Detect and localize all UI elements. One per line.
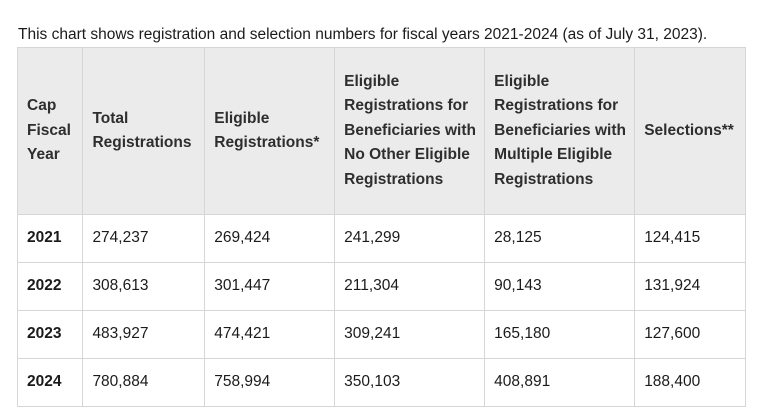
table-row: 2024 780,884 758,994 350,103 408,891 188… bbox=[16, 358, 746, 407]
cell-no-other-eligible: 241,299 bbox=[334, 214, 486, 263]
row-year: 2023 bbox=[16, 310, 84, 359]
cell-eligible-registrations: 269,424 bbox=[204, 214, 336, 263]
row-year: 2021 bbox=[16, 214, 84, 263]
cell-selections: 124,415 bbox=[634, 214, 746, 263]
cell-total-registrations: 308,613 bbox=[82, 262, 206, 311]
header-cap-fiscal-year: Cap Fiscal Year bbox=[16, 47, 84, 215]
row-year: 2024 bbox=[16, 358, 84, 407]
cell-eligible-registrations: 758,994 bbox=[204, 358, 336, 407]
header-no-other-eligible: Eligible Registrations for Beneficiaries… bbox=[334, 47, 486, 215]
header-eligible-registrations: Eligible Registrations* bbox=[204, 47, 336, 215]
cell-no-other-eligible: 350,103 bbox=[334, 358, 486, 407]
row-year: 2022 bbox=[16, 262, 84, 311]
cell-no-other-eligible: 211,304 bbox=[334, 262, 486, 311]
cell-multiple-eligible: 90,143 bbox=[484, 262, 636, 311]
table-row: 2022 308,613 301,447 211,304 90,143 131,… bbox=[16, 262, 746, 311]
cell-multiple-eligible: 28,125 bbox=[484, 214, 636, 263]
cell-total-registrations: 483,927 bbox=[82, 310, 206, 359]
table-row: 2023 483,927 474,421 309,241 165,180 127… bbox=[16, 310, 746, 359]
cell-selections: 127,600 bbox=[634, 310, 746, 359]
cell-multiple-eligible: 408,891 bbox=[484, 358, 636, 407]
cell-eligible-registrations: 474,421 bbox=[204, 310, 336, 359]
header-selections: Selections** bbox=[634, 47, 746, 215]
intro-text: This chart shows registration and select… bbox=[18, 25, 708, 43]
cell-eligible-registrations: 301,447 bbox=[204, 262, 336, 311]
header-total-registrations: Total Registrations bbox=[82, 47, 206, 215]
cell-selections: 131,924 bbox=[634, 262, 746, 311]
cell-multiple-eligible: 165,180 bbox=[484, 310, 636, 359]
cell-selections: 188,400 bbox=[634, 358, 746, 407]
cell-total-registrations: 274,237 bbox=[82, 214, 206, 263]
registration-table: Cap Fiscal Year Total Registrations Elig… bbox=[16, 47, 746, 407]
cell-no-other-eligible: 309,241 bbox=[334, 310, 486, 359]
table-row: 2021 274,237 269,424 241,299 28,125 124,… bbox=[16, 214, 746, 263]
cell-total-registrations: 780,884 bbox=[82, 358, 206, 407]
header-multiple-eligible: Eligible Registrations for Beneficiaries… bbox=[484, 47, 636, 215]
table-header-row: Cap Fiscal Year Total Registrations Elig… bbox=[16, 47, 746, 215]
